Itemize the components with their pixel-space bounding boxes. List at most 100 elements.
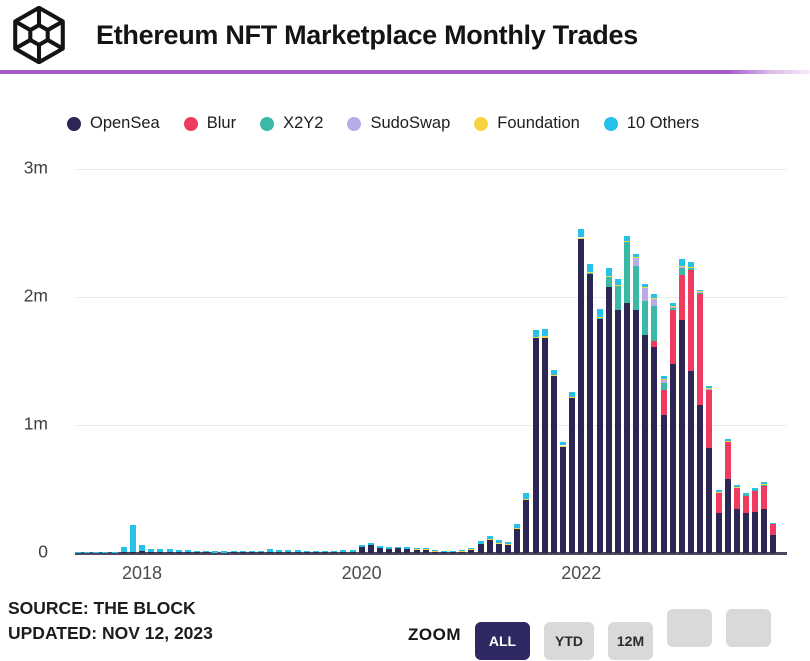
bar-2021-06[interactable] bbox=[514, 169, 521, 553]
bar-2018-03[interactable] bbox=[157, 169, 164, 553]
bar-2020-08[interactable] bbox=[422, 169, 429, 553]
zoom-button-all[interactable]: ALL bbox=[475, 622, 530, 660]
bar-2018-11[interactable] bbox=[230, 169, 237, 553]
bar-2019-02[interactable] bbox=[258, 169, 264, 553]
legend-item-x2y2[interactable]: X2Y2 bbox=[260, 114, 323, 133]
bar-2023-08[interactable] bbox=[752, 169, 759, 553]
bar-2023-03[interactable] bbox=[706, 169, 713, 553]
bar-2021-09[interactable] bbox=[541, 169, 548, 553]
bar-2020-12[interactable] bbox=[459, 169, 466, 553]
bar-2019-08[interactable] bbox=[312, 169, 319, 553]
bar-2020-06[interactable] bbox=[404, 169, 411, 553]
bar-2022-08[interactable] bbox=[642, 169, 649, 553]
bar-2023-10[interactable] bbox=[770, 169, 777, 553]
bar-2018-10[interactable] bbox=[221, 169, 228, 553]
bar-2019-10[interactable] bbox=[331, 169, 338, 553]
zoom-button-12m[interactable]: 12M bbox=[608, 622, 653, 660]
bar-2019-03[interactable] bbox=[267, 169, 274, 553]
bar-2021-08[interactable] bbox=[532, 169, 539, 553]
zoom-button-blank-5[interactable] bbox=[726, 609, 771, 647]
bar-2019-01[interactable] bbox=[248, 169, 255, 553]
bar-2020-09[interactable] bbox=[431, 169, 438, 553]
bar-2023-04[interactable] bbox=[715, 169, 722, 553]
bar-2018-09[interactable] bbox=[212, 169, 219, 553]
bar-2019-12[interactable] bbox=[349, 169, 356, 553]
bar-2021-11[interactable] bbox=[559, 169, 566, 553]
legend-item-opensea[interactable]: OpenSea bbox=[67, 114, 160, 133]
bar-2022-05[interactable] bbox=[614, 169, 621, 553]
bar-2020-11[interactable] bbox=[450, 169, 457, 553]
bar-2019-05[interactable] bbox=[285, 169, 292, 553]
bar-2017-09[interactable] bbox=[102, 169, 109, 553]
bar-2021-07[interactable] bbox=[523, 169, 530, 553]
bar-2018-12[interactable] bbox=[239, 169, 246, 553]
bar-2022-10[interactable] bbox=[660, 169, 667, 553]
segment-10-others bbox=[404, 547, 411, 549]
bar-2022-04[interactable] bbox=[605, 169, 612, 553]
bar-2020-01[interactable] bbox=[358, 169, 365, 553]
bar-2021-05[interactable] bbox=[505, 169, 512, 553]
bar-2020-10[interactable] bbox=[441, 169, 447, 553]
bar-2023-07[interactable] bbox=[742, 169, 749, 553]
segment-foundation bbox=[669, 306, 676, 307]
bar-2019-06[interactable] bbox=[294, 169, 301, 553]
segment-opensea bbox=[221, 552, 228, 553]
bar-2018-05[interactable] bbox=[175, 169, 182, 553]
bar-2021-12[interactable] bbox=[569, 169, 576, 553]
bar-2020-03[interactable] bbox=[376, 169, 383, 553]
bar-2021-03[interactable] bbox=[486, 169, 493, 553]
bar-2020-02[interactable] bbox=[367, 169, 374, 553]
bar-2023-02[interactable] bbox=[697, 169, 704, 553]
bar-2020-05[interactable] bbox=[395, 169, 402, 553]
bar-2018-01[interactable] bbox=[139, 169, 146, 553]
segment-10-others bbox=[505, 541, 512, 544]
bar-2019-07[interactable] bbox=[303, 169, 310, 553]
bar-2022-02[interactable] bbox=[587, 169, 594, 553]
bar-2017-06[interactable] bbox=[75, 169, 81, 553]
bar-2021-04[interactable] bbox=[495, 169, 502, 553]
bar-2022-06[interactable] bbox=[624, 169, 630, 553]
bar-2022-09[interactable] bbox=[651, 169, 658, 553]
zoom-button-blank-4[interactable] bbox=[667, 609, 712, 647]
bar-2021-02[interactable] bbox=[477, 169, 484, 553]
segment-sudoswap bbox=[660, 380, 667, 383]
bar-2020-04[interactable] bbox=[386, 169, 393, 553]
bar-2023-06[interactable] bbox=[733, 169, 740, 553]
bar-2023-09[interactable] bbox=[761, 169, 768, 553]
bar-2022-12[interactable] bbox=[678, 169, 685, 553]
legend-item-foundation[interactable]: Foundation bbox=[474, 114, 580, 133]
bar-2018-06[interactable] bbox=[184, 169, 191, 553]
zoom-label: ZOOM bbox=[408, 624, 461, 644]
bar-2020-07[interactable] bbox=[413, 169, 420, 553]
bar-2017-07[interactable] bbox=[84, 169, 91, 553]
bar-2019-09[interactable] bbox=[322, 169, 329, 553]
zoom-button-ytd[interactable]: YTD bbox=[544, 622, 594, 660]
bar-2022-07[interactable] bbox=[633, 169, 640, 553]
bar-2018-07[interactable] bbox=[193, 169, 200, 553]
bar-2018-02[interactable] bbox=[148, 169, 155, 553]
y-tick-2m: 2m bbox=[23, 285, 48, 306]
legend-item-sudoswap[interactable]: SudoSwap bbox=[347, 114, 450, 133]
bar-2022-11[interactable] bbox=[669, 169, 676, 553]
segment-10-others bbox=[285, 550, 292, 553]
bar-2018-04[interactable] bbox=[166, 169, 173, 553]
segment-opensea bbox=[157, 551, 164, 553]
bar-2019-11[interactable] bbox=[340, 169, 347, 553]
bar-2022-01[interactable] bbox=[578, 169, 585, 553]
bar-2023-05[interactable] bbox=[724, 169, 731, 553]
segment-10-others bbox=[761, 481, 768, 485]
bar-2017-12[interactable] bbox=[129, 169, 136, 553]
bar-2022-03[interactable] bbox=[596, 169, 603, 553]
segment-x2y2 bbox=[742, 494, 749, 496]
bar-2017-11[interactable] bbox=[120, 169, 127, 553]
bar-2023-01[interactable] bbox=[688, 169, 695, 553]
bar-2019-04[interactable] bbox=[276, 169, 283, 553]
bar-2017-10[interactable] bbox=[111, 169, 118, 553]
legend-item-10-others[interactable]: 10 Others bbox=[603, 114, 699, 133]
bar-2017-08[interactable] bbox=[93, 169, 100, 553]
legend-item-blur[interactable]: Blur bbox=[183, 114, 236, 133]
bar-2021-01[interactable] bbox=[468, 169, 475, 553]
bar-2021-10[interactable] bbox=[550, 169, 557, 553]
bar-2018-08[interactable] bbox=[203, 169, 210, 553]
segment-x2y2 bbox=[614, 285, 621, 310]
